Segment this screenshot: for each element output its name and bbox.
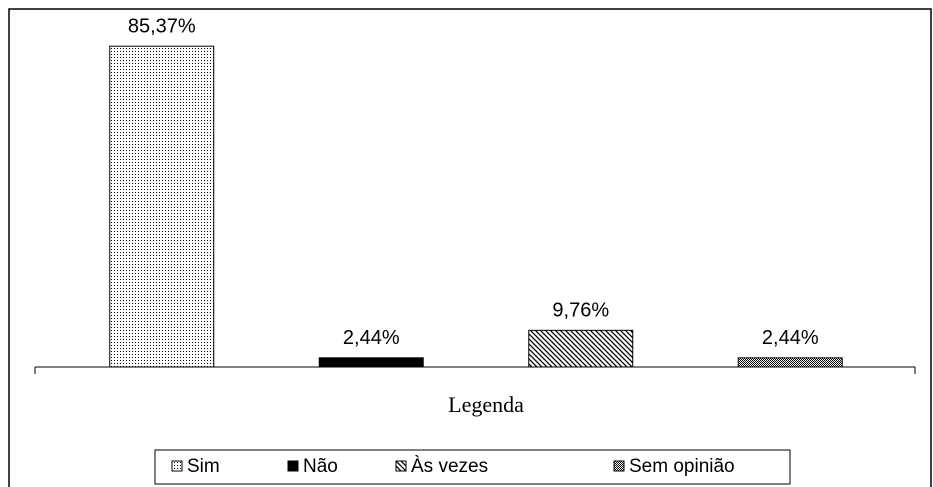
value-label: 2,44% bbox=[343, 327, 400, 349]
legend-swatch bbox=[613, 460, 625, 472]
legend-swatch bbox=[171, 460, 183, 472]
legend-swatch bbox=[395, 460, 407, 472]
legend-box bbox=[154, 449, 791, 485]
bar bbox=[318, 357, 424, 368]
legend-label: Às vezes bbox=[411, 456, 488, 477]
chart-frame bbox=[8, 8, 932, 487]
legend-label: Sem opinião bbox=[629, 456, 735, 477]
legend-swatch bbox=[287, 460, 299, 472]
x-axis-label: Legenda bbox=[448, 392, 524, 417]
bar bbox=[528, 329, 634, 368]
bar bbox=[109, 45, 215, 368]
bar bbox=[737, 357, 843, 368]
value-label: 85,37% bbox=[128, 15, 196, 37]
legend-label: Sim bbox=[187, 456, 220, 477]
value-label: 9,76% bbox=[552, 300, 609, 322]
legend-label: Não bbox=[303, 456, 338, 477]
value-label: 2,44% bbox=[762, 327, 819, 349]
